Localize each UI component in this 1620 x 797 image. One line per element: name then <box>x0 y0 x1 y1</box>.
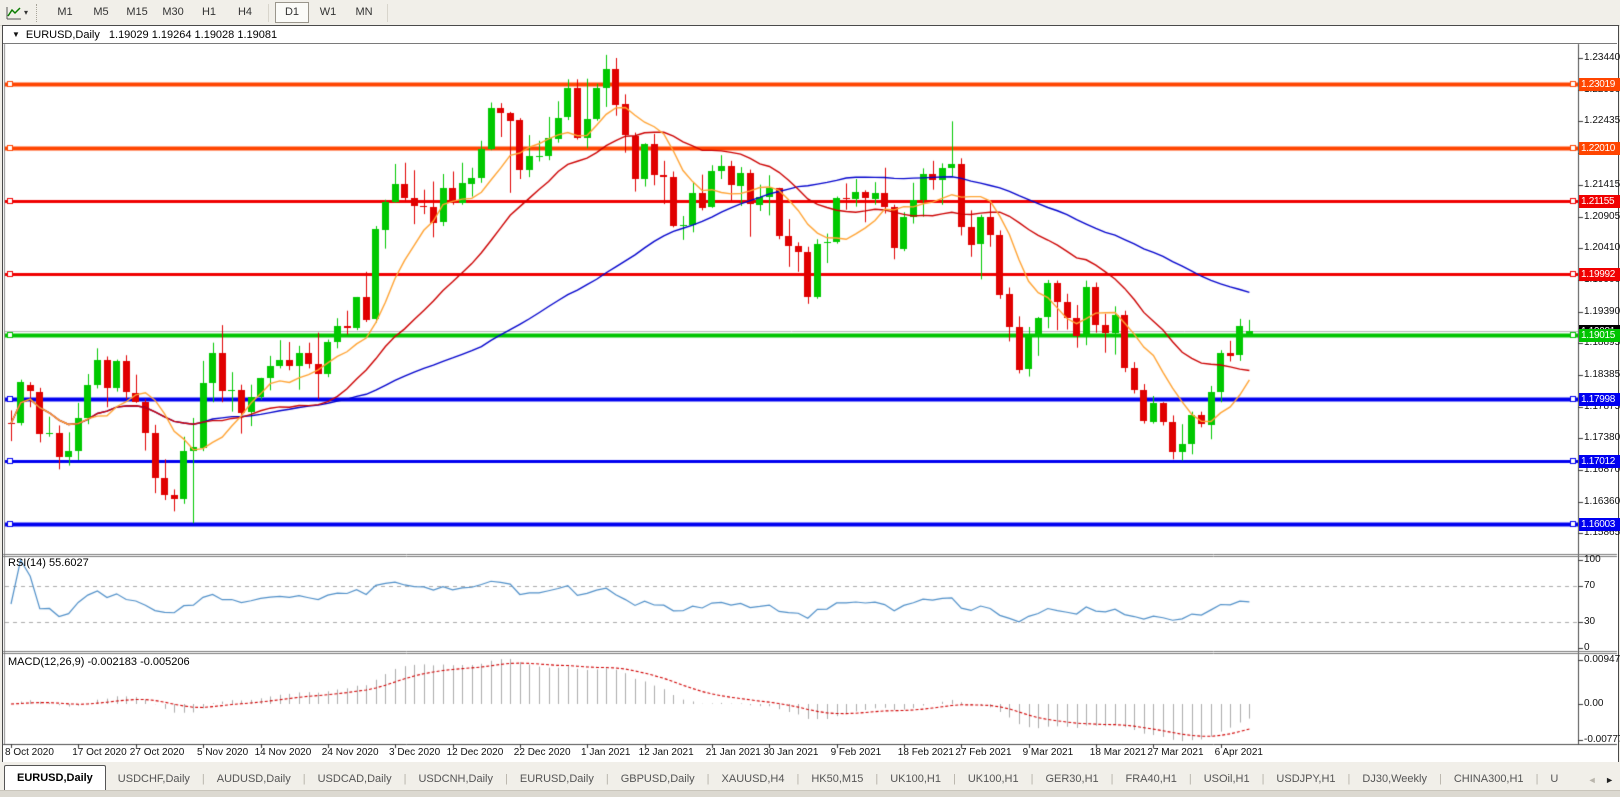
price-axis-label: 1.20410 <box>1584 241 1620 253</box>
tab-separator: | <box>875 773 879 785</box>
time-axis-label: 18 Feb 2021 <box>897 747 954 758</box>
time-axis-label: 9 Mar 2021 <box>1022 747 1074 758</box>
tab-separator: | <box>1030 773 1034 785</box>
time-axis-label: 21 Jan 2021 <box>705 747 761 758</box>
tab-separator: | <box>796 773 800 785</box>
chart-caption: ▼ EURUSD,Daily 1.19029 1.19264 1.19028 1… <box>3 26 1617 44</box>
tab-separator: | <box>706 773 710 785</box>
tab-separator: | <box>1439 773 1442 785</box>
tab-eurusd-daily[interactable]: EURUSD,Daily <box>4 765 106 790</box>
tab-fra40-h1[interactable]: FRA40,H1 <box>1125 773 1177 785</box>
tab-separator: | <box>1535 773 1539 785</box>
time-axis-label: 5 Nov 2020 <box>197 747 249 758</box>
time-axis-label: 9 Feb 2021 <box>830 747 882 758</box>
rsi-label: RSI(14) 55.6027 <box>8 557 89 569</box>
scroll-left-icon[interactable]: ◄ <box>1587 775 1600 785</box>
macd-axis-label: 0.009478 <box>1584 654 1620 666</box>
chart-tab-bar: EURUSD,Daily USDCHF,Daily | AUDUSD,Daily | US… <box>0 762 1620 791</box>
time-axis-label: 27 Feb 2021 <box>955 747 1012 758</box>
tab-separator: | <box>201 773 205 785</box>
tab-separator: | <box>505 773 508 785</box>
tab-gbpusd-daily[interactable]: GBPUSD,Daily <box>620 773 695 785</box>
hline-price-tag: 1.19992 <box>1579 268 1620 282</box>
tab-usdchf-daily[interactable]: USDCHF,Daily <box>117 773 190 785</box>
time-axis-label: 27 Mar 2021 <box>1147 747 1204 758</box>
tab-eurusd-daily[interactable]: EURUSD,Daily <box>519 773 594 785</box>
chart-symbol-period: EURUSD,Daily <box>25 28 100 41</box>
price-axis-label: 1.18385 <box>1584 368 1620 380</box>
rsi-axis-label: 100 <box>1584 554 1601 565</box>
time-axis-label: 17 Oct 2020 <box>72 747 127 758</box>
tab-uk100-h1[interactable]: UK100,H1 <box>967 773 1019 785</box>
time-axis-label: 30 Jan 2021 <box>763 747 819 758</box>
time-axis-label: 12 Jan 2021 <box>638 747 694 758</box>
time-axis-label: 22 Dec 2020 <box>513 747 571 758</box>
rsi-axis-label: 30 <box>1584 615 1596 627</box>
tab-usdcad-daily[interactable]: USDCAD,Daily <box>317 773 392 785</box>
tab-china300-h1[interactable]: CHINA300,H1 <box>1453 773 1524 785</box>
time-axis-label: 12 Dec 2020 <box>446 747 504 758</box>
price-axis-label: 1.17380 <box>1584 431 1620 443</box>
chart-tabs: EURUSD,Daily USDCHF,Daily | AUDUSD,Daily | US… <box>0 765 1570 790</box>
hline-price-tag: 1.23019 <box>1579 78 1620 92</box>
price-axis-label: 1.22435 <box>1584 115 1620 127</box>
time-axis-label: 1 Jan 2021 <box>581 747 631 758</box>
collapse-icon[interactable]: ▼ <box>12 30 20 39</box>
price-axis-label: 1.16360 <box>1584 495 1620 507</box>
tab-separator: | <box>1110 773 1114 785</box>
tab-ger30-h1[interactable]: GER30,H1 <box>1045 773 1099 785</box>
time-axis-label: 6 Apr 2021 <box>1214 747 1263 758</box>
tab-uk100-h1[interactable]: UK100,H1 <box>890 773 941 785</box>
chart-ohlc-values: 1.19029 1.19264 1.19028 1.19081 <box>108 28 278 41</box>
time-axis-label: 3 Dec 2020 <box>389 747 441 758</box>
price-axis-label: 1.20905 <box>1584 210 1620 222</box>
tab-usdjpy-h1[interactable]: USDJPY,H1 <box>1276 773 1336 785</box>
hline-price-tag: 1.22010 <box>1579 141 1620 155</box>
price-axis-label: 1.17875 <box>1584 400 1620 412</box>
price-axis-label: 1.19390 <box>1584 305 1620 317</box>
macd-axis-label: -0.00777 <box>1584 734 1620 746</box>
price-axis-label: 1.18895 <box>1584 336 1620 348</box>
macd-label: MACD(12,26,9) -0.002183 -0.005206 <box>8 656 190 668</box>
tab-separator: | <box>302 773 306 785</box>
tab-separator: | <box>403 773 407 785</box>
scroll-right-icon[interactable]: ► <box>1605 775 1617 785</box>
tab-xauusd-h4[interactable]: XAUUSD,H4 <box>721 773 785 785</box>
hline-price-tag: 1.17998 <box>1579 393 1620 407</box>
time-axis-label: 18 Mar 2021 <box>1089 747 1146 758</box>
hline-price-tag: 1.21155 <box>1579 195 1620 209</box>
macd-axis-label: 0.00 <box>1584 698 1604 709</box>
time-axis-label: 24 Nov 2020 <box>321 747 379 758</box>
tab-scroll-arrows: ◄ ► <box>1588 775 1617 785</box>
tab-separator: | <box>1188 773 1192 785</box>
tab-dj30-weekly[interactable]: DJ30,Weekly <box>1362 773 1427 785</box>
tab-hk50-m15[interactable]: HK50,M15 <box>811 773 864 785</box>
price-axis-label: 1.23440 <box>1584 52 1620 63</box>
rsi-axis-label: 0 <box>1584 642 1590 653</box>
tab-separator: | <box>605 773 609 785</box>
tab-audusd-daily[interactable]: AUDUSD,Daily <box>216 773 291 785</box>
hline-price-tag: 1.17012 <box>1579 455 1620 469</box>
tab-separator: | <box>1347 773 1351 785</box>
time-axis-label: 14 Nov 2020 <box>254 747 312 758</box>
hline-price-tag: 1.19015 <box>1579 329 1620 343</box>
price-axis-label: 1.21415 <box>1584 178 1620 190</box>
tab-u[interactable]: U <box>1550 773 1559 785</box>
time-axis-label: 27 Oct 2020 <box>129 747 185 758</box>
tab-separator: | <box>952 773 956 785</box>
tab-usoil-h1[interactable]: USOil,H1 <box>1203 773 1250 785</box>
rsi-axis-label: 70 <box>1584 580 1596 592</box>
hline-price-tag: 1.16003 <box>1579 518 1620 532</box>
tab-separator: | <box>1261 773 1265 785</box>
tab-usdcnh-daily[interactable]: USDCNH,Daily <box>418 773 493 785</box>
time-axis-label: 8 Oct 2020 <box>5 747 54 758</box>
price-axis-label: 1.16870 <box>1584 463 1620 475</box>
price-axis-label: 1.15865 <box>1584 526 1620 538</box>
